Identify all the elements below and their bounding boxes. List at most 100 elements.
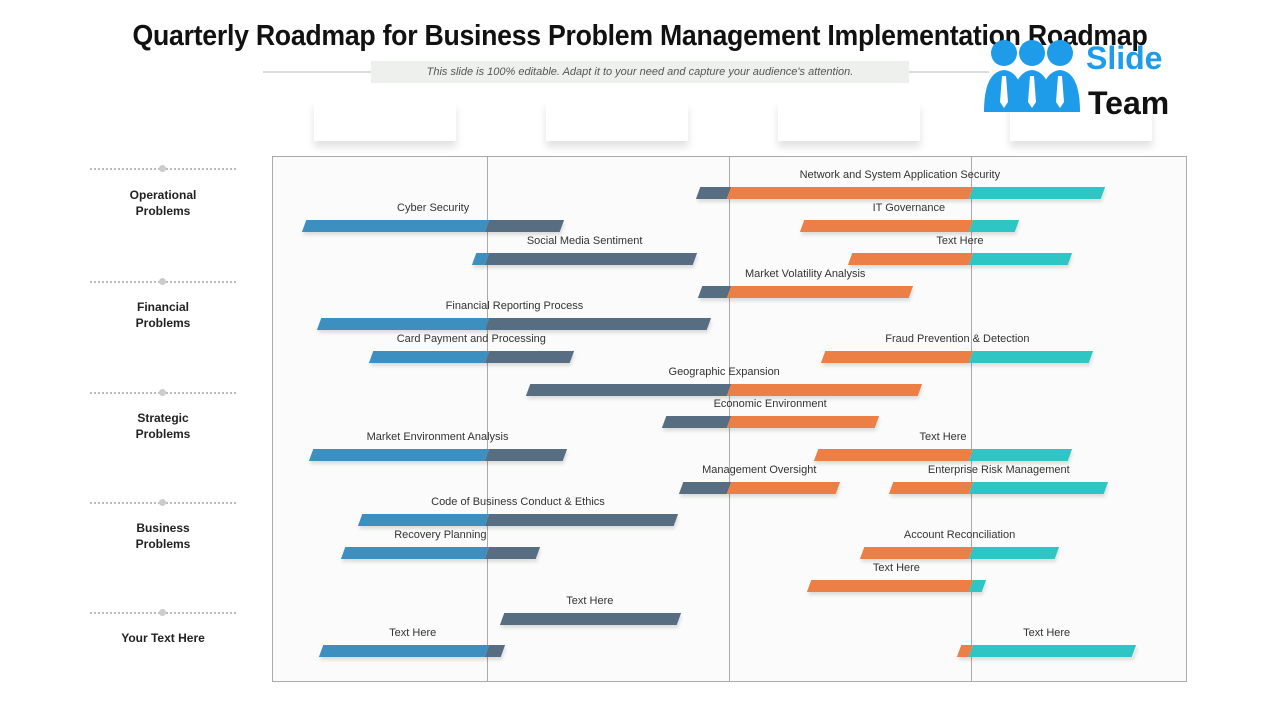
task-bar[interactable] <box>302 220 565 232</box>
task-bar-segment-q2 <box>484 318 712 330</box>
task-label: Text Here <box>1023 627 1071 639</box>
subtitle: This slide is 100% editable. Adapt it to… <box>371 61 909 83</box>
task-bar-segment-q2 <box>661 416 732 428</box>
quarter-divider <box>487 156 488 682</box>
page-title: Quarterly Roadmap for Business Problem M… <box>132 20 1148 52</box>
task-bar[interactable] <box>859 547 1060 559</box>
category-label-text: Operational Problems <box>129 188 197 218</box>
task-bar-segment-q4 <box>968 547 1060 559</box>
task-bar[interactable] <box>813 449 1073 461</box>
task-label: Account Reconciliation <box>903 529 1016 541</box>
task-bar-segment-q4 <box>968 449 1073 461</box>
divider-dot <box>159 499 166 506</box>
task-label: IT Governance <box>872 202 946 214</box>
task-bar[interactable] <box>357 514 678 526</box>
task-label: Recovery Planning <box>394 529 487 541</box>
divider <box>263 71 371 73</box>
logo-text-slide: Slide <box>1086 40 1162 76</box>
task-bar[interactable] <box>847 253 1073 265</box>
task-label: Text Here <box>936 235 984 247</box>
task-bar[interactable] <box>678 482 841 494</box>
task-bar-segment-q4 <box>968 220 1019 232</box>
task-bar-segment-q1 <box>368 351 490 363</box>
task-bar[interactable] <box>319 645 507 657</box>
task-label: Market Volatility Analysis <box>745 268 866 280</box>
task-bar-segment-q3 <box>813 449 974 461</box>
task-bar-segment-q2 <box>678 482 732 494</box>
task-bar[interactable] <box>661 416 879 428</box>
task-bar[interactable] <box>806 580 987 592</box>
task-bar-segment-q2 <box>484 253 698 265</box>
task-bar[interactable] <box>499 613 681 625</box>
divider <box>909 71 989 73</box>
task-bar-segment-q3 <box>859 547 974 559</box>
task-bar-segment-q4 <box>968 482 1109 494</box>
task-bar[interactable] <box>525 384 923 396</box>
task-bar-segment-q4 <box>968 187 1105 199</box>
task-bar-segment-q3 <box>726 286 913 298</box>
task-label: Fraud Prevention & Detection <box>885 333 1030 345</box>
task-label: Social Media Sentiment <box>526 235 643 247</box>
category-label-text: Strategic Problems <box>135 411 191 441</box>
task-bar-segment-q2 <box>525 384 732 396</box>
category-label-text: Your Text Here <box>121 631 205 645</box>
task-bar-segment-q3 <box>806 580 974 592</box>
quarter-divider <box>971 156 972 682</box>
divider-dot <box>159 165 166 172</box>
task-bar[interactable] <box>821 351 1094 363</box>
task-bar-segment-q3 <box>726 482 841 494</box>
task-bar[interactable] <box>317 318 712 330</box>
task-bar[interactable] <box>471 253 698 265</box>
task-bar-segment-q3 <box>726 187 974 199</box>
task-bar[interactable] <box>340 547 540 559</box>
task-bar[interactable] <box>799 220 1019 232</box>
task-bar-segment-q1 <box>302 220 490 232</box>
task-bar[interactable] <box>956 645 1137 657</box>
task-label: Economic Environment <box>713 398 827 410</box>
task-label: Text Here <box>389 627 437 639</box>
task-label: Enterprise Risk Management <box>927 464 1070 476</box>
task-bar-segment-q2 <box>499 613 681 625</box>
divider-dot <box>159 278 166 285</box>
task-bar[interactable] <box>697 286 913 298</box>
task-bar[interactable] <box>695 187 1105 199</box>
task-bar-segment-q2 <box>484 547 540 559</box>
task-bar[interactable] <box>888 482 1109 494</box>
task-label: Text Here <box>566 595 614 607</box>
task-bar-segment-q1 <box>319 645 490 657</box>
task-label: Financial Reporting Process <box>445 300 584 312</box>
task-label: Card Payment and Processing <box>396 333 546 345</box>
category-label: Strategic Problems <box>90 410 236 442</box>
task-label: Geographic Expansion <box>668 366 780 378</box>
logo-text-team: Team <box>1088 85 1169 120</box>
task-bar-segment-q1 <box>317 318 490 330</box>
divider-dot <box>159 609 166 616</box>
quarter-header-q4: Q4 2020 <box>1010 102 1152 141</box>
task-bar-segment-q1 <box>340 547 490 559</box>
task-bar-segment-q1 <box>308 449 490 461</box>
task-bar[interactable] <box>308 449 567 461</box>
task-bar-segment-q2 <box>695 187 732 199</box>
divider-dot <box>159 389 166 396</box>
task-label: Market Environment Analysis <box>366 431 509 443</box>
quarter-header-q2: Q2 2020 <box>546 102 688 141</box>
task-bar-segment-q2 <box>484 220 565 232</box>
task-label: Management Oversight <box>702 464 817 476</box>
task-bar-segment-q4 <box>968 351 1094 363</box>
task-bar-segment-q4 <box>968 645 1137 657</box>
task-label: Network and System Application Security <box>799 169 1001 181</box>
quarter-header-q1: Q1 2020 <box>314 102 456 141</box>
task-bar-segment-q2 <box>484 449 567 461</box>
category-label: Operational Problems <box>90 187 236 219</box>
task-bar-segment-q2 <box>484 351 574 363</box>
task-bar[interactable] <box>368 351 574 363</box>
task-bar-segment-q3 <box>726 384 923 396</box>
task-bar-segment-q3 <box>726 416 879 428</box>
task-bar-segment-q1 <box>357 514 490 526</box>
task-label: Text Here <box>919 431 967 443</box>
category-label: Business Problems <box>90 520 236 552</box>
task-label: Cyber Security <box>397 202 470 214</box>
task-label: Code of Business Conduct & Ethics <box>431 496 605 508</box>
category-label: Your Text Here <box>90 630 236 646</box>
quarter-header-q3: Q3 2020 <box>778 102 920 141</box>
